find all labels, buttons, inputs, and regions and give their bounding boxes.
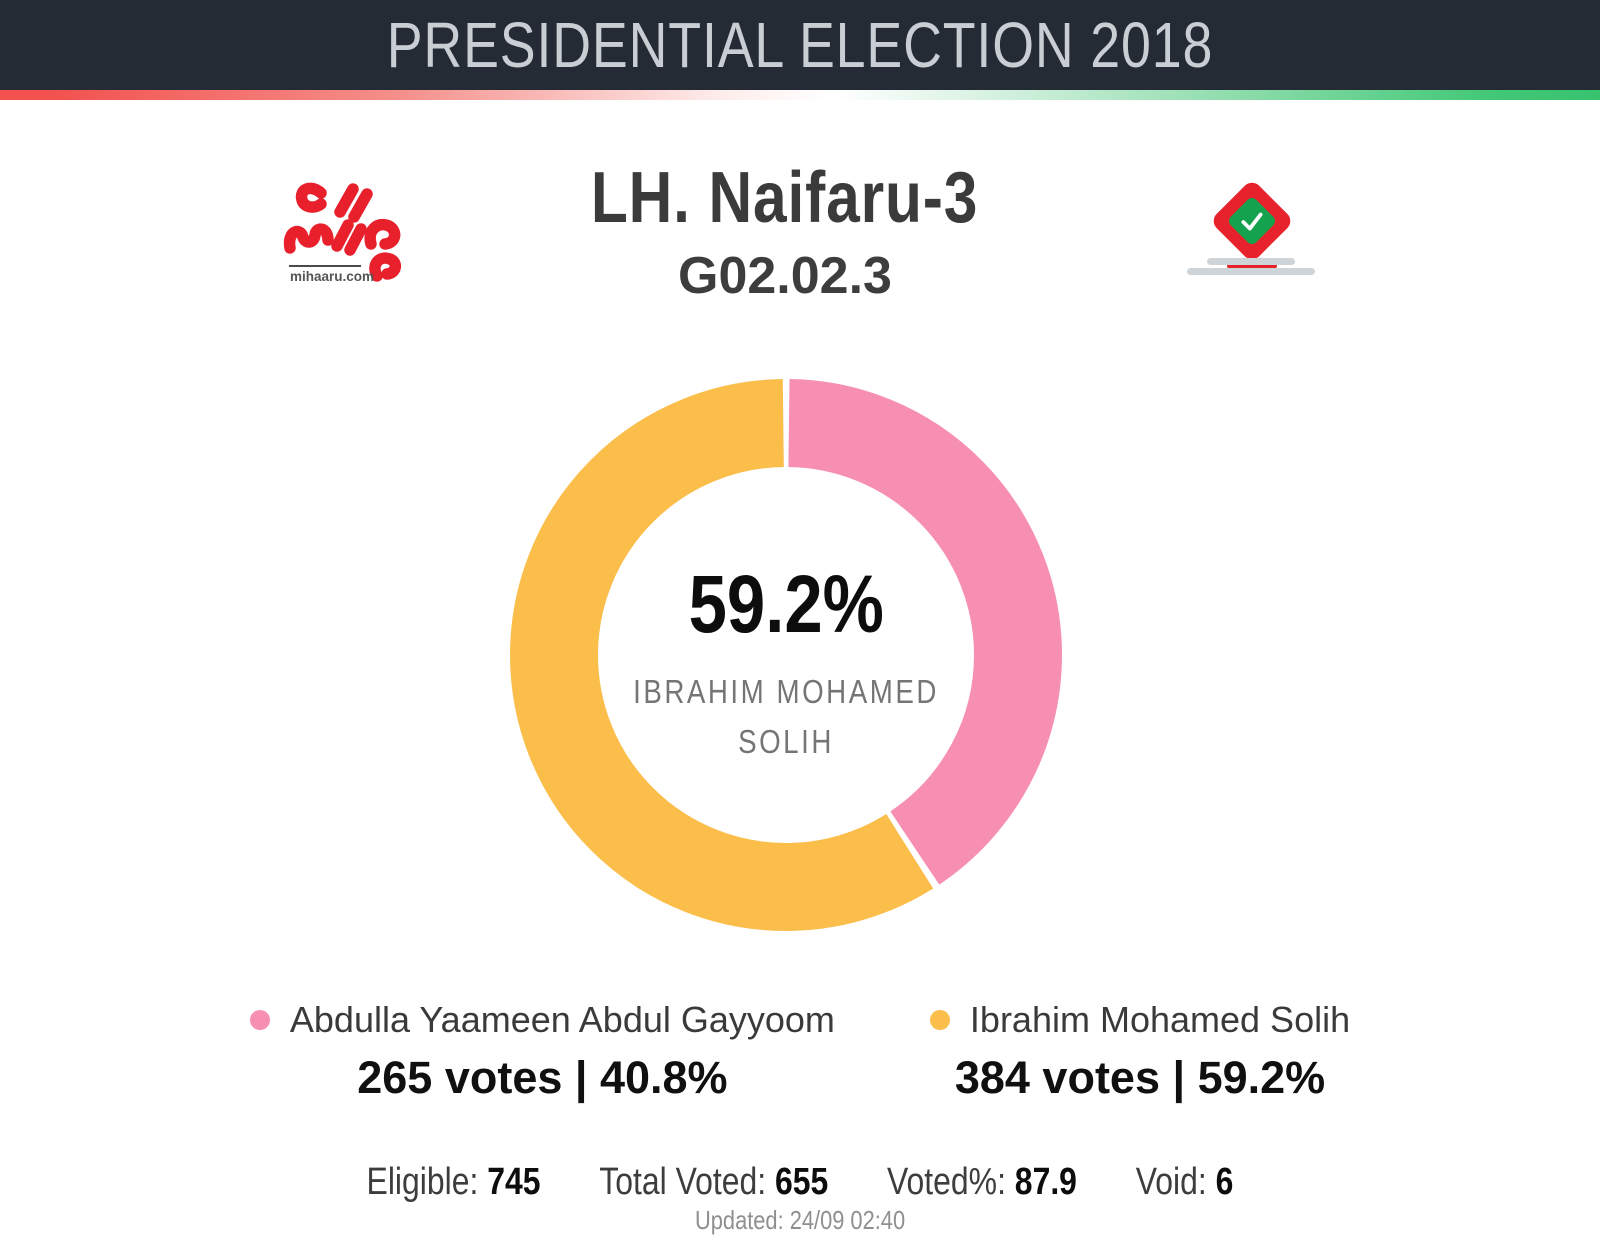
stat-eligible: Eligible: 745 bbox=[366, 1161, 541, 1203]
constituency-code: G02.02.3 bbox=[678, 247, 892, 305]
legend: Abdulla Yaameen Abdul Gayyoom 265 votes … bbox=[0, 1000, 1600, 1104]
ballot-green-square bbox=[1226, 195, 1278, 247]
donut-center-label: 59.2% IBRAHIM MOHAMED SOLIH bbox=[510, 389, 1062, 941]
logo-strokes bbox=[283, 182, 401, 282]
donut-segment-solih bbox=[510, 379, 1062, 931]
stat-void: Void: 6 bbox=[1135, 1161, 1234, 1203]
ballot-slot-red bbox=[1227, 262, 1277, 269]
updated-timestamp: Updated: 24/09 02:40 bbox=[694, 1205, 906, 1235]
donut-segment-yaameen bbox=[510, 379, 1062, 931]
legend-dot-yellow bbox=[929, 1010, 950, 1030]
ballot-box-icon bbox=[1186, 178, 1318, 278]
check-icon bbox=[1241, 212, 1263, 231]
mihaaru-logo: mihaaru.com bbox=[283, 178, 407, 288]
page-header-title: PRESIDENTIAL ELECTION 2018 bbox=[386, 9, 1214, 81]
winner-percent: 59.2% bbox=[688, 559, 884, 650]
legend-candidate-name: Abdulla Yaameen Abdul Gayyoom bbox=[289, 999, 835, 1040]
ballot-diamond bbox=[1209, 178, 1295, 264]
legend-votes-label: 265 votes | 40.8% bbox=[357, 1052, 728, 1103]
legend-votes-label: 384 votes | 59.2% bbox=[954, 1052, 1326, 1103]
constituency-title-block: LH. Naifaru-3 G02.02.3 bbox=[390, 160, 1180, 302]
legend-item-solih: Ibrahim Mohamed Solih 384 votes | 59.2% bbox=[929, 999, 1351, 1104]
legend-candidate-name: Ibrahim Mohamed Solih bbox=[969, 999, 1351, 1040]
results-donut-chart bbox=[510, 379, 1062, 931]
turnout-stats: Eligible: 745 Total Voted: 655 Voted%: 8… bbox=[0, 1160, 1600, 1204]
legend-dot-pink bbox=[249, 1010, 270, 1030]
tricolor-stripe bbox=[0, 90, 1600, 100]
stat-voted-percent: Voted%: 87.9 bbox=[887, 1161, 1077, 1203]
page-title: LH. Naifaru-3 bbox=[591, 158, 979, 238]
legend-item-yaameen: Abdulla Yaameen Abdul Gayyoom 265 votes … bbox=[249, 999, 835, 1104]
ballot-slot-bar-bottom bbox=[1187, 268, 1315, 275]
ballot-slot-bar-top bbox=[1207, 258, 1295, 265]
stat-total-voted: Total Voted: 655 bbox=[599, 1161, 829, 1203]
mihaaru-logo-marks: mihaaru.com bbox=[283, 182, 401, 284]
logo-caption: mihaaru.com bbox=[290, 269, 374, 284]
winner-name: IBRAHIM MOHAMED SOLIH bbox=[633, 673, 939, 760]
app-header: PRESIDENTIAL ELECTION 2018 bbox=[0, 0, 1600, 90]
